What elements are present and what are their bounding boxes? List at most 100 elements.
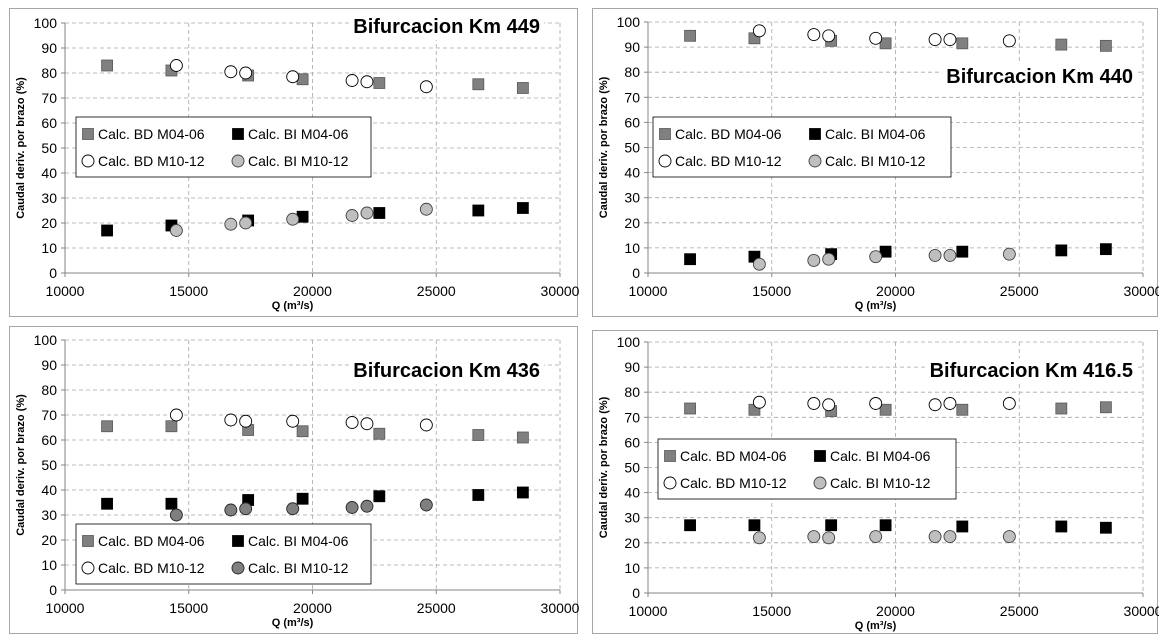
data-point-s3	[419, 498, 433, 512]
data-point-s1	[956, 520, 969, 533]
data-point-s0	[1099, 401, 1112, 414]
x-tick-label: 15000	[169, 600, 208, 616]
x-tick-label: 30000	[541, 283, 579, 299]
data-point-s3	[345, 209, 359, 222]
legend-label: Calc. BI M04-06	[825, 126, 926, 142]
legend: Calc. BD M04-06 Calc. BI M04-06 Calc. BD M…	[657, 438, 957, 500]
y-tick-label: 100	[34, 332, 58, 348]
x-tick-label: 10000	[46, 600, 85, 616]
chart-title: Bifurcacion Km 440	[946, 66, 1133, 88]
y-tick-label: 40	[41, 165, 57, 181]
y-tick-label: 90	[624, 39, 640, 55]
x-axis-label: Q (m³/s)	[855, 300, 897, 312]
data-point-s2	[1002, 34, 1016, 48]
data-point-s0	[684, 29, 696, 42]
chart-panel-km449: 0 10 20 30 40 50 60 70 80 90 100 10000 15000 20000 250…	[9, 8, 579, 317]
x-tick-label: 15000	[169, 283, 208, 299]
y-tick-label: 10	[624, 240, 640, 256]
data-point-s3	[224, 503, 238, 517]
y-tick-label: 50	[41, 457, 57, 473]
data-point-s0	[684, 402, 696, 415]
data-point-s2	[286, 414, 300, 428]
data-point-s0	[956, 403, 969, 416]
y-tick-label: 10	[624, 560, 640, 576]
legend-box	[75, 523, 372, 585]
data-point-s0	[516, 82, 529, 94]
legend-marker	[658, 154, 672, 168]
data-point-s2	[752, 395, 766, 409]
x-axis-label: Q (m³/s)	[272, 617, 314, 629]
y-axis-label: Caudal deriv. por brazo (%)	[598, 396, 610, 538]
data-point-s3	[807, 253, 821, 267]
data-point-s3	[169, 224, 183, 237]
data-point-s3	[822, 252, 836, 266]
x-tick-label: 20000	[293, 283, 332, 299]
y-tick-label: 40	[624, 485, 640, 501]
chart-title-bg	[942, 64, 1137, 90]
x-axis-label: Q (m³/s)	[272, 300, 314, 312]
y-tick-label: 0	[632, 585, 640, 601]
data-point-s0	[472, 429, 485, 441]
legend-marker	[664, 450, 676, 462]
y-tick-label: 30	[624, 510, 640, 526]
data-point-s1	[472, 489, 485, 501]
x-tick-label: 25000	[1000, 283, 1039, 299]
chart-title-bg	[349, 358, 544, 384]
data-point-s2	[822, 398, 836, 412]
chart-panel-km436: 0 10 20 30 40 50 60 70 80 90 100 10000 15000 20000 250…	[9, 326, 579, 634]
data-point-s3	[943, 248, 957, 262]
data-point-s2	[239, 414, 253, 428]
data-point-s1	[684, 519, 696, 532]
x-tick-label: 25000	[417, 600, 456, 616]
y-tick-label: 80	[41, 65, 57, 81]
x-tick-label: 15000	[752, 283, 791, 299]
data-point-s2	[1002, 397, 1016, 410]
data-point-s0	[373, 77, 386, 89]
legend: Calc. BD M04-06 Calc. BI M04-06 Calc. BD M…	[75, 523, 372, 585]
chart-title: Bifurcacion Km 449	[353, 16, 540, 38]
y-tick-label: 0	[49, 265, 57, 281]
chart-svg-km4165: 0 10 20 30 40 50 60 70 80 90 100 10000 15000 20000 250…	[598, 334, 1159, 632]
legend-label: Calc. BD M10-12	[98, 153, 205, 169]
chart-title-bg	[349, 14, 544, 40]
data-point-s2	[419, 80, 433, 94]
data-point-s3	[1002, 247, 1016, 261]
legend-label: Calc. BD M04-06	[675, 126, 782, 142]
data-point-s1	[373, 490, 386, 503]
data-point-s3	[360, 206, 374, 220]
data-point-s3	[869, 250, 883, 264]
x-tick-label: 25000	[417, 283, 456, 299]
y-tick-label: 30	[41, 507, 57, 523]
legend-label: Calc. BI M04-06	[248, 126, 349, 142]
data-point-s0	[1055, 402, 1068, 415]
y-tick-label: 20	[624, 535, 640, 551]
data-point-s1	[516, 486, 529, 499]
data-point-s2	[869, 31, 883, 45]
chart-title: Bifurcacion Km 416.5	[930, 360, 1133, 382]
chart-panel-km440: 0 10 20 30 40 50 60 70 80 90 100 10000 15000 20000 250…	[592, 8, 1159, 317]
y-tick-label: 70	[41, 90, 57, 106]
chart-title-bg	[925, 358, 1137, 384]
chart-title: Bifurcacion Km 436	[353, 360, 540, 382]
legend-label: Calc. BD M10-12	[98, 560, 205, 576]
y-tick-label: 20	[624, 215, 640, 231]
y-axis-label: Caudal deriv. por brazo (%)	[598, 76, 610, 218]
data-point-s1	[101, 497, 113, 510]
data-point-s0	[373, 427, 386, 440]
y-tick-label: 30	[624, 190, 640, 206]
data-point-s3	[752, 531, 766, 545]
data-point-s2	[286, 70, 300, 84]
legend-label: Calc. BI M10-12	[825, 153, 926, 169]
x-tick-label: 10000	[629, 283, 668, 299]
data-point-s0	[296, 425, 309, 438]
y-tick-label: 100	[617, 334, 641, 350]
data-point-s3	[239, 216, 253, 230]
data-point-s1	[748, 519, 761, 532]
y-tick-label: 90	[624, 359, 640, 375]
data-point-s1	[1055, 244, 1068, 257]
y-tick-label: 80	[41, 382, 57, 398]
data-point-s1	[1055, 520, 1068, 533]
legend-label: Calc. BI M04-06	[248, 533, 349, 549]
legend: Calc. BD M04-06 Calc. BI M04-06 Calc. BD M…	[652, 116, 952, 178]
data-points	[684, 24, 1112, 271]
